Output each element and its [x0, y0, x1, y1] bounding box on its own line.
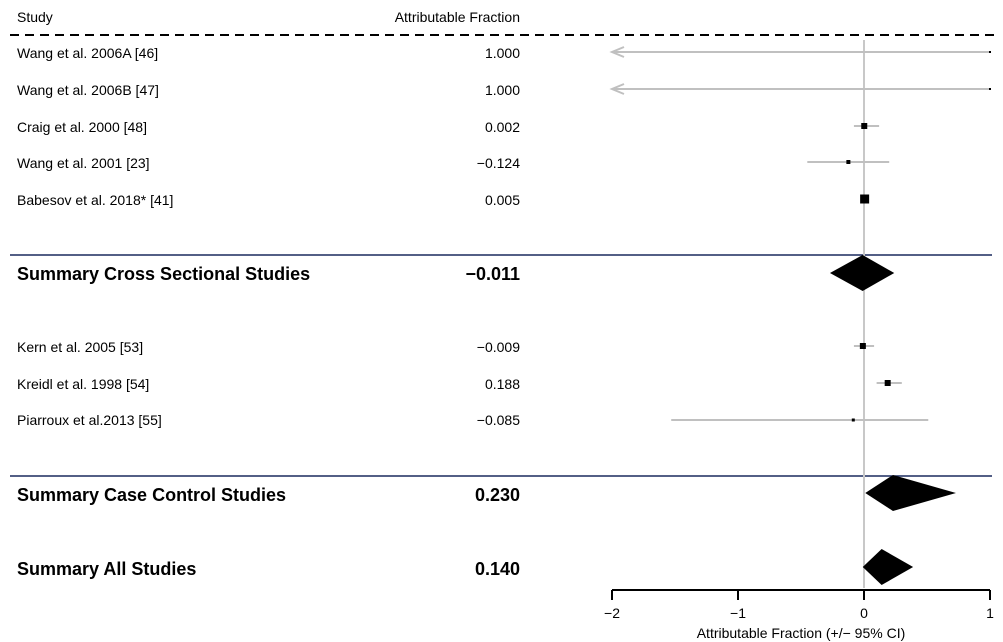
summary-label: Summary Cross Sectional Studies [17, 264, 311, 284]
study-label: Wang et al. 2001 [23] [17, 155, 150, 171]
study-column-header: Study [17, 9, 53, 25]
study-label: Wang et al. 2006B [47] [17, 82, 159, 98]
study-value: −0.009 [476, 339, 520, 355]
summary-label: Summary Case Control Studies [17, 485, 287, 505]
point-estimate [861, 123, 868, 129]
x-tick-label: −2 [604, 605, 620, 621]
study-value: 1.000 [484, 82, 520, 98]
summary-value: −0.011 [465, 264, 520, 284]
study-value: −0.085 [476, 412, 520, 428]
study-label: Babesov et al. 2018* [41] [17, 192, 174, 208]
x-axis-label: Attributable Fraction (+/− 95% CI) [697, 625, 906, 641]
ci-arrow [609, 83, 625, 95]
x-tick-label: 0 [860, 605, 868, 621]
point-estimate [846, 160, 851, 164]
ci-arrow [609, 46, 625, 58]
af-column-header: Attributable Fraction [394, 9, 520, 25]
point-estimate [860, 194, 870, 204]
point-estimate [884, 380, 891, 386]
point-estimate [851, 418, 855, 422]
x-tick-label: −1 [730, 605, 746, 621]
overall-summary-label: Summary All Studies [17, 559, 197, 579]
point-estimate [859, 343, 866, 349]
study-value: 0.002 [484, 119, 520, 135]
study-label: Craig et al. 2000 [48] [17, 119, 147, 135]
summary-diamond [829, 255, 895, 291]
overall-summary-value: 0.140 [474, 559, 520, 579]
study-value: 1.000 [484, 45, 520, 61]
study-value: 0.005 [484, 192, 520, 208]
study-label: Kreidl et al. 1998 [54] [17, 376, 150, 392]
study-label: Piarroux et al.2013 [55] [17, 412, 162, 428]
study-value: −0.124 [476, 155, 520, 171]
summary-diamond [862, 549, 914, 585]
point-estimate [989, 51, 991, 53]
summary-diamond [865, 475, 956, 511]
study-label: Kern et al. 2005 [53] [17, 339, 144, 355]
study-value: 0.188 [484, 376, 520, 392]
study-label: Wang et al. 2006A [46] [17, 45, 159, 61]
x-axis: −2 −1 0 1 [604, 589, 994, 621]
point-estimate [989, 88, 991, 90]
x-tick-label: 1 [986, 605, 994, 621]
summary-value: 0.230 [474, 485, 520, 505]
